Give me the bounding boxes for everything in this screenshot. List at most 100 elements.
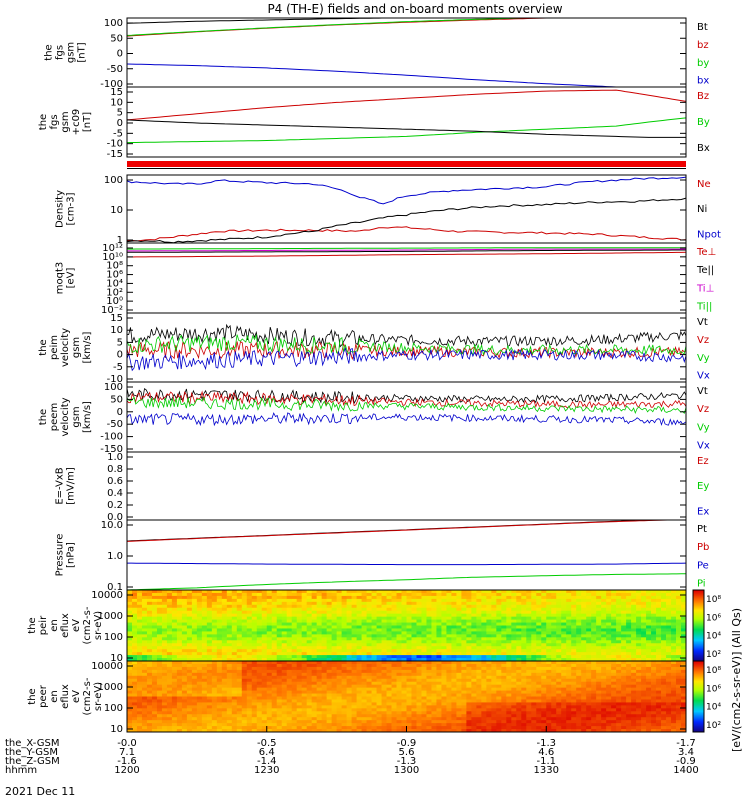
heatmap-cell xyxy=(156,616,163,620)
heatmap-cell xyxy=(136,675,143,680)
ylabel-line: eV xyxy=(71,690,82,703)
heatmap-cell xyxy=(371,726,377,730)
heatmap-cell xyxy=(536,663,542,668)
heatmap-cell xyxy=(521,684,527,689)
ytick-label: 10 xyxy=(110,97,123,108)
heatmap-cell xyxy=(321,604,328,609)
heatmap-cell xyxy=(396,601,402,606)
heatmap-cell xyxy=(306,649,313,653)
heatmap-cell xyxy=(331,607,338,612)
heatmap-cell xyxy=(411,663,417,668)
heatmap-cell xyxy=(216,672,223,677)
heatmap-cell xyxy=(211,640,218,644)
heatmap-cell xyxy=(231,604,238,609)
heatmap-cell xyxy=(156,669,163,674)
heatmap-cell xyxy=(241,595,248,600)
heatmap-cell xyxy=(676,640,682,644)
heatmap-cell xyxy=(596,649,602,653)
heatmap-cell xyxy=(326,607,333,612)
heatmap-cell xyxy=(396,711,402,715)
heatmap-cell xyxy=(296,666,303,671)
ytick-label: -50 xyxy=(107,419,123,430)
heatmap-cell xyxy=(486,678,492,683)
heatmap-cell xyxy=(331,595,338,600)
heatmap-cell xyxy=(491,729,497,733)
heatmap-cell xyxy=(316,598,323,603)
heatmap-cell xyxy=(421,681,427,686)
heatmap-cell xyxy=(411,610,417,615)
heatmap-cell xyxy=(211,720,218,724)
heatmap-cell xyxy=(271,631,278,635)
heatmap-cell xyxy=(411,592,417,597)
heatmap-cell xyxy=(461,616,467,620)
heatmap-cell xyxy=(221,655,228,659)
heatmap-cell xyxy=(216,616,223,620)
heatmap-cell xyxy=(486,595,492,600)
heatmap-cell xyxy=(301,613,308,618)
heatmap-cell xyxy=(171,720,178,724)
heatmap-cell xyxy=(251,696,258,700)
heatmap-cell xyxy=(441,699,447,703)
heatmap-cell xyxy=(131,720,138,724)
heatmap-cell xyxy=(536,687,542,691)
heatmap-cell xyxy=(621,622,627,626)
heatmap-cell xyxy=(176,634,183,638)
heatmap-cell xyxy=(351,628,357,632)
heatmap-cell xyxy=(266,693,273,697)
heatmap-cell xyxy=(286,634,293,638)
heatmap-cell xyxy=(171,616,178,620)
heatmap-cell xyxy=(561,649,567,653)
heatmap-cell xyxy=(561,669,567,674)
heatmap-cell xyxy=(541,598,547,603)
heatmap-cell xyxy=(451,628,457,632)
heatmap-cell xyxy=(421,652,427,656)
heatmap-cell xyxy=(466,628,472,632)
heatmap-cell xyxy=(666,590,672,594)
heatmap-cell xyxy=(441,726,447,730)
heatmap-cell xyxy=(621,652,627,656)
heatmap-cell xyxy=(356,669,362,674)
heatmap-cell xyxy=(296,663,303,668)
heatmap-cell xyxy=(261,652,268,656)
heatmap-cell xyxy=(301,678,308,683)
heatmap-cell xyxy=(241,705,248,709)
heatmap-cell xyxy=(311,675,318,680)
heatmap-cell xyxy=(291,672,298,677)
heatmap-cell xyxy=(386,675,392,680)
heatmap-cell xyxy=(326,637,333,641)
heatmap-cell xyxy=(531,708,537,712)
heatmap-cell xyxy=(441,658,447,662)
heatmap-cell xyxy=(201,687,208,691)
heatmap-cell xyxy=(416,622,422,626)
heatmap-cell xyxy=(226,655,233,659)
heatmap-cell xyxy=(146,705,153,709)
heatmap-cell xyxy=(186,643,193,647)
heatmap-cell xyxy=(171,595,178,600)
heatmap-cell xyxy=(351,616,357,620)
heatmap-cell xyxy=(231,634,238,638)
heatmap-cell xyxy=(251,643,258,647)
heatmap-cell xyxy=(196,687,203,691)
heatmap-cell xyxy=(301,672,308,677)
heatmap-cell xyxy=(516,687,522,691)
heatmap-cell xyxy=(411,628,417,632)
heatmap-cell xyxy=(156,666,163,671)
heatmap-cell xyxy=(296,699,303,703)
heatmap-cell xyxy=(191,601,198,606)
heatmap-cell xyxy=(561,678,567,683)
ytick-label: 10 xyxy=(110,653,123,664)
heatmap-cell xyxy=(246,720,253,724)
heatmap-cell xyxy=(476,684,482,689)
heatmap-cell xyxy=(306,652,313,656)
heatmap-cell xyxy=(371,613,377,618)
heatmap-cell xyxy=(306,675,313,680)
heatmap-cell xyxy=(156,675,163,680)
heatmap-cell xyxy=(561,637,567,641)
heatmap-cell xyxy=(451,702,457,706)
heatmap-cell xyxy=(391,655,397,659)
ylabel-line: gsm xyxy=(71,337,82,358)
heatmap-cell xyxy=(521,723,527,727)
heatmap-cell xyxy=(216,729,223,733)
heatmap-cell xyxy=(321,610,328,615)
heatmap-cell xyxy=(676,652,682,656)
